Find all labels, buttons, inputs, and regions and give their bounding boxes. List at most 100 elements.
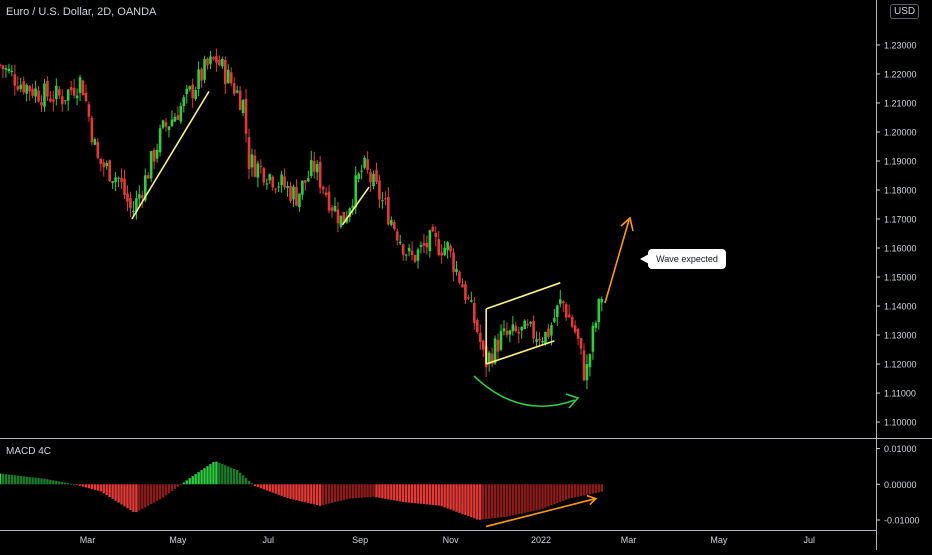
price-tick-label: 1.22000 (884, 69, 917, 79)
macd-bar (283, 484, 286, 497)
price-tick-label: 1.15000 (884, 273, 917, 283)
macd-bar (244, 478, 248, 485)
candle-body (229, 72, 233, 84)
macd-bar (25, 476, 28, 485)
macd-bar (357, 484, 360, 498)
macd-bar (28, 477, 31, 485)
macd-bar (230, 467, 233, 485)
macd-bar (188, 478, 191, 485)
time-tick-label: Jul (804, 535, 816, 545)
time-tick-label: Jul (263, 535, 275, 545)
candle-body (226, 69, 230, 84)
candle-body (250, 154, 254, 168)
candle-body (600, 298, 604, 303)
macd-bar (381, 484, 384, 499)
macd-bar (114, 484, 117, 501)
macd-bar (366, 484, 369, 498)
candle-body (149, 151, 153, 179)
macd-bar (523, 484, 526, 513)
macd-bar (476, 484, 479, 520)
currency-badge[interactable]: USD (890, 4, 920, 19)
macd-bar (363, 484, 366, 498)
candle-body (511, 324, 515, 332)
macd-divergence-line (485, 497, 597, 528)
candle-body (309, 160, 313, 177)
macd-bar (218, 462, 221, 485)
candle-body (108, 160, 111, 182)
candle-body (280, 174, 283, 186)
macd-bar (315, 484, 319, 506)
candle-body (235, 90, 239, 93)
time-tick-label: May (169, 535, 187, 545)
macd-bar (452, 484, 455, 511)
candle-body (532, 321, 535, 339)
candle-body (473, 302, 476, 324)
macd-bar (268, 484, 271, 492)
macd-bar (286, 484, 289, 499)
candle-body (535, 339, 538, 342)
candle-body (366, 159, 369, 171)
macd-bar (34, 477, 37, 485)
macd-bar (152, 484, 156, 503)
callout-tail (640, 254, 649, 264)
candle-body (223, 59, 227, 85)
symbol-title[interactable]: Euro / U.S. Dollar, 2D, OANDA (6, 6, 157, 18)
candle-body (339, 215, 343, 227)
candle-body (502, 328, 506, 332)
candle-body (508, 330, 512, 335)
macd-bar (508, 484, 512, 517)
macd-bar (318, 484, 322, 506)
macd-bar (532, 484, 535, 511)
macd-bar (81, 484, 85, 487)
candle-body (395, 231, 399, 241)
macd-bar (496, 484, 500, 518)
candle-body (120, 177, 123, 183)
macd-bar (437, 484, 440, 506)
candle-body (517, 331, 521, 334)
macd-bar (72, 484, 76, 486)
candle-body (161, 120, 165, 128)
candle-body (75, 95, 79, 99)
macd-bar (407, 484, 411, 503)
candle-body (523, 320, 527, 330)
candle-body (384, 198, 387, 200)
macd-bar (550, 484, 553, 506)
wave-expected-callout[interactable]: Wave expected (648, 249, 726, 269)
indicator-title[interactable]: MACD 4C (6, 446, 52, 457)
macd-tick-label: 0.00000 (884, 480, 917, 490)
macd-bar (66, 483, 70, 485)
macd-bar (467, 484, 470, 517)
candle-body (7, 68, 11, 72)
macd-bar (126, 484, 129, 509)
candle-body (259, 166, 263, 168)
macd-bar (247, 480, 251, 485)
macd-bar (404, 484, 408, 503)
candle-body (428, 230, 432, 252)
candle-body (591, 325, 595, 352)
macd-bar (422, 484, 426, 505)
macd-bar (490, 484, 494, 519)
macd-bar (479, 484, 482, 520)
macd-bar (600, 484, 603, 492)
price-tick-label: 1.10000 (884, 418, 917, 428)
macd-bar (212, 462, 215, 485)
macd-bar (520, 484, 523, 514)
candle-body (84, 92, 88, 102)
candle-body (579, 338, 583, 349)
candle-body (301, 180, 304, 195)
macd-bar (123, 484, 126, 507)
macd-bar (144, 484, 147, 508)
candle-body (238, 90, 242, 111)
macd-bar (170, 484, 174, 492)
candle-body (529, 321, 532, 324)
candle-body (105, 163, 109, 167)
macd-bar (354, 484, 357, 499)
candle-body (407, 248, 411, 252)
macd-bar (158, 484, 162, 500)
arrow-layer (473, 216, 634, 409)
candle-body (212, 57, 215, 60)
macd-bar (84, 484, 88, 488)
macd-bar (594, 484, 598, 493)
